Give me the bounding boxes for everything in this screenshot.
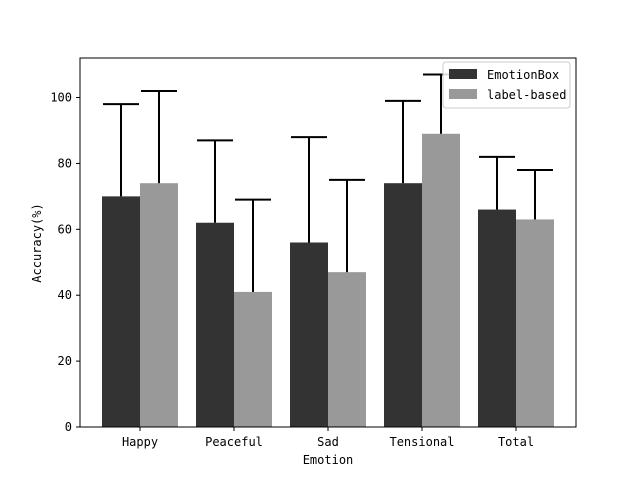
bar-emotionbox-peaceful: [196, 222, 234, 427]
y-tick-label: 80: [58, 156, 72, 170]
legend-swatch-label-based: [449, 89, 477, 99]
y-tick-label: 20: [58, 354, 72, 368]
y-axis-label: Accuracy(%): [30, 203, 44, 282]
x-tick-label: Happy: [122, 435, 158, 449]
y-tick-label: 100: [50, 91, 72, 105]
bar-label-based-happy: [140, 183, 178, 427]
legend-label-emotionbox: EmotionBox: [487, 68, 559, 82]
legend-label-label-based: label-based: [487, 88, 566, 102]
x-tick-label: Peaceful: [205, 435, 263, 449]
x-axis-label: Emotion: [303, 453, 354, 467]
x-tick-label: Total: [498, 435, 534, 449]
bar-emotionbox-happy: [102, 196, 140, 427]
bar-label-based-sad: [328, 272, 366, 427]
y-axis: 0 20 40 60 80 100: [50, 91, 80, 434]
x-tick-label: Sad: [317, 435, 339, 449]
bar-emotionbox-tensional: [384, 183, 422, 427]
error-bars-layer: [103, 73, 553, 292]
bar-emotionbox-total: [478, 209, 516, 427]
x-axis: Happy Peaceful Sad Tensional Total: [122, 427, 534, 449]
bar-emotionbox-sad: [290, 242, 328, 427]
legend-swatch-emotionbox: [449, 69, 477, 79]
bar-label-based-peaceful: [234, 291, 272, 427]
y-tick-label: 60: [58, 222, 72, 236]
y-tick-label: 0: [65, 420, 72, 434]
x-tick-label: Tensional: [389, 435, 454, 449]
bar-label-based-tensional: [422, 133, 460, 427]
legend: EmotionBox label-based: [442, 61, 571, 109]
bar-label-based-total: [516, 219, 554, 427]
y-tick-label: 40: [58, 288, 72, 302]
bars-layer: [102, 133, 554, 427]
